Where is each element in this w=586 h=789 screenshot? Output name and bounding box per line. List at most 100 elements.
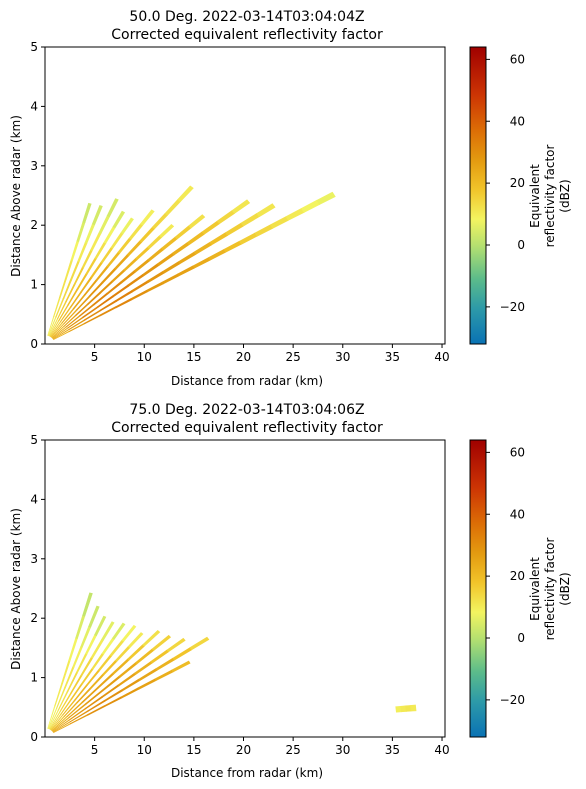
gate-cell xyxy=(240,213,260,227)
gate-cell xyxy=(87,291,102,305)
x-tick-label: 25 xyxy=(285,350,300,364)
gate-cell xyxy=(99,306,117,317)
gate-cell xyxy=(137,678,157,690)
chart-title-line2: Corrected equivalent reflectivity factor xyxy=(111,27,383,43)
chart-title-line1: 50.0 Deg. 2022-03-14T03:04:04Z xyxy=(129,9,364,25)
sweep-70 xyxy=(47,605,100,730)
y-tick-label: 2 xyxy=(30,611,38,625)
y-tick-label: 2 xyxy=(30,218,38,232)
colorbar-label-line1: Equivalent xyxy=(528,164,542,228)
colorbar-gradient xyxy=(469,46,487,345)
gate-cell xyxy=(285,208,305,221)
gate-cell xyxy=(135,246,150,261)
gate-cell xyxy=(101,621,115,641)
x-axis: 5 10 15 20 25 30 35 40 xyxy=(91,344,450,364)
gate-cell xyxy=(65,284,76,303)
sweep-5 xyxy=(395,704,417,713)
gate-cell xyxy=(156,252,175,266)
x-tick-label: 20 xyxy=(236,743,251,757)
gate-cell xyxy=(139,209,155,226)
gate-cell xyxy=(88,605,100,628)
x-tick-label: 35 xyxy=(385,743,400,757)
gate-cell xyxy=(120,217,134,235)
gate-cell xyxy=(82,202,92,224)
gate-cell xyxy=(316,191,336,205)
gate-cell xyxy=(161,273,180,285)
y-axis-label: Distance Above radar (km) xyxy=(9,115,23,277)
gate-cell xyxy=(151,634,172,652)
colorbar-ticks: −20 0 20 40 60 xyxy=(486,52,525,314)
y-tick-label: 3 xyxy=(30,159,38,173)
plot-area xyxy=(47,185,336,341)
sweep-38 xyxy=(52,199,251,339)
gate-cell xyxy=(209,232,229,246)
gate-cell xyxy=(70,240,80,261)
sweep-30 xyxy=(53,660,191,734)
gate-cell xyxy=(174,225,192,240)
gate-cell xyxy=(92,292,109,306)
gate-cell xyxy=(216,210,236,225)
x-tick-label: 10 xyxy=(137,350,152,364)
gate-cell xyxy=(171,660,191,673)
colorbar-tick-label: 20 xyxy=(510,569,525,583)
colorbar-label-line3: (dBZ) xyxy=(558,572,572,605)
sweep-34 xyxy=(52,636,210,733)
gate-cell xyxy=(158,223,175,239)
gate-cell xyxy=(83,279,98,296)
gate-cell xyxy=(171,242,190,256)
gate-cell xyxy=(166,637,186,653)
sweep-50 xyxy=(50,185,194,338)
gate-cell xyxy=(98,215,111,235)
plot-area xyxy=(47,592,417,734)
panel-top: 50.0 Deg. 2022-03-14T03:04:04Z Corrected… xyxy=(9,9,572,388)
gate-cell xyxy=(103,226,116,244)
sweep-62 xyxy=(49,210,126,337)
y-axis: 0 1 2 3 4 5 xyxy=(30,40,45,351)
gate-cell xyxy=(177,251,197,265)
gate-cell xyxy=(133,259,150,273)
gate-cell xyxy=(405,705,412,712)
y-tick-label: 5 xyxy=(30,40,38,54)
x-tick-label: 40 xyxy=(434,743,449,757)
x-axis-label: Distance from radar (km) xyxy=(171,766,323,780)
gate-cell xyxy=(91,205,103,226)
y-axis: 0 1 2 3 4 5 xyxy=(30,433,45,744)
y-tick-label: 0 xyxy=(30,730,38,744)
gate-cell xyxy=(177,265,195,277)
sweep-58 xyxy=(49,217,134,337)
gate-cell xyxy=(146,270,165,283)
gate-cell xyxy=(101,684,120,698)
x-tick-label: 30 xyxy=(335,743,350,757)
gate-cell xyxy=(67,288,79,306)
y-tick-label: 3 xyxy=(30,552,38,566)
gate-cell xyxy=(94,615,107,637)
x-tick-label: 30 xyxy=(335,350,350,364)
gate-cell xyxy=(101,675,121,692)
gate-cell xyxy=(410,704,417,712)
gate-cell xyxy=(186,231,205,246)
colorbar: −20 0 20 40 60 Equivalent reflectivity facto… xyxy=(469,46,572,345)
chart-title-line2: Corrected equivalent reflectivity factor xyxy=(111,420,383,436)
sweep-58 xyxy=(49,622,126,730)
gate-cell xyxy=(75,615,86,639)
x-axis: 5 10 15 20 25 30 35 40 xyxy=(91,737,450,757)
gate-cell xyxy=(300,199,321,213)
gate-cell xyxy=(256,203,276,218)
gate-cell xyxy=(99,299,118,312)
gate-cell xyxy=(224,222,244,236)
gate-cell xyxy=(172,647,193,661)
sweep-66 xyxy=(48,198,119,337)
gate-cell xyxy=(146,281,164,293)
sweep-70 xyxy=(47,205,103,337)
gate-cell xyxy=(192,257,211,269)
x-tick-label: 15 xyxy=(186,350,201,364)
gate-cell xyxy=(77,242,88,263)
colorbar-label-line2: reflectivity factor xyxy=(543,145,557,248)
colorbar: −20 0 20 40 60 Equivalent reflectivity facto… xyxy=(469,439,572,738)
gate-cell xyxy=(189,636,210,651)
colorbar-tick-label: −20 xyxy=(500,693,525,707)
gate-cell xyxy=(127,632,144,649)
x-tick-label: 5 xyxy=(91,350,99,364)
gate-cell xyxy=(238,232,258,245)
